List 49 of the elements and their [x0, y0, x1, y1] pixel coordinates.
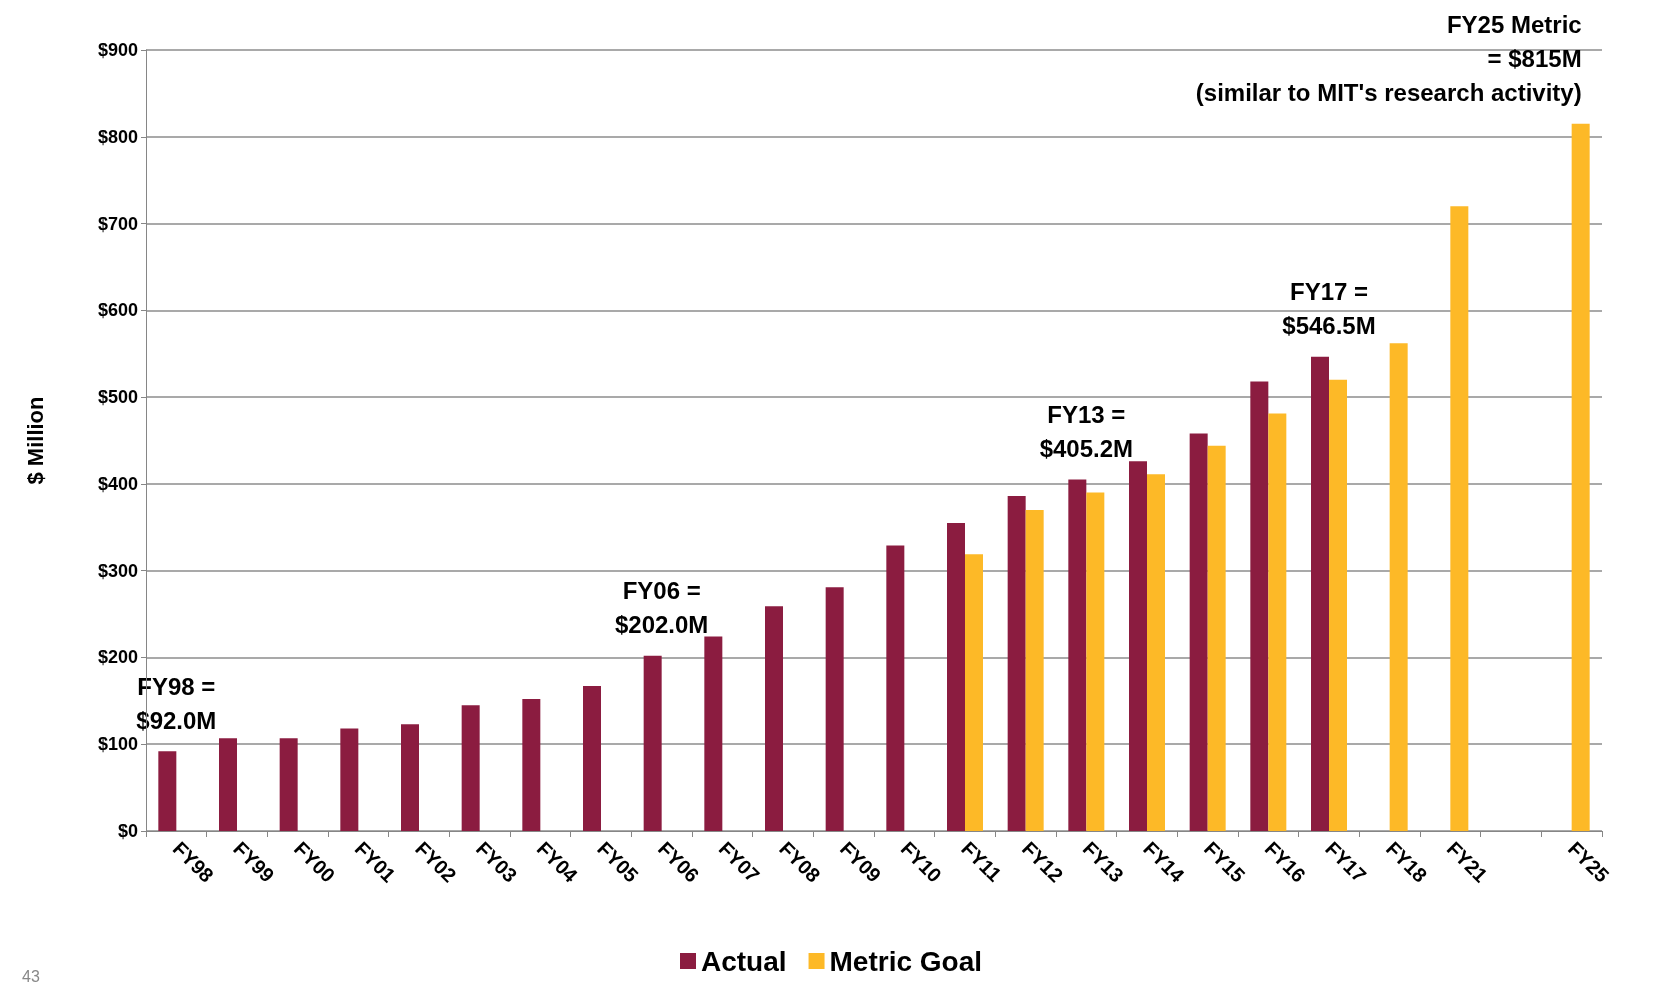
- bar: [583, 686, 601, 831]
- bar: [965, 554, 983, 831]
- bar: [765, 606, 783, 831]
- bar: [643, 655, 662, 831]
- bar: [1007, 496, 1026, 831]
- y-tick-label: $300: [97, 560, 138, 581]
- text: 43: [22, 967, 40, 985]
- bar: [522, 699, 541, 831]
- bar: [1389, 343, 1408, 831]
- bar: [158, 751, 177, 831]
- bar: [947, 522, 965, 831]
- bar: [1268, 413, 1287, 831]
- bar: [401, 724, 419, 831]
- bar: [1147, 474, 1165, 831]
- bar: [279, 738, 298, 831]
- y-tick-label: $900: [97, 40, 138, 60]
- bar: [340, 728, 359, 831]
- y-tick-label: $200: [97, 647, 138, 668]
- bar: [1025, 509, 1044, 831]
- annotation: FY06 = $202.0M: [614, 577, 709, 639]
- bar: [461, 705, 480, 831]
- bar: [1250, 381, 1269, 831]
- y-tick-label: $100: [97, 734, 138, 755]
- y-tick-label: $700: [97, 213, 138, 234]
- bar: [886, 545, 905, 831]
- bar: [1068, 479, 1087, 831]
- y-tick-label: $400: [97, 473, 138, 494]
- y-tick-label: $500: [97, 387, 138, 408]
- bar: [1207, 445, 1226, 831]
- y-tick-label: $800: [97, 126, 138, 147]
- y-tick-label: $0: [117, 821, 138, 841]
- legend-label: Metric Goal: [829, 945, 983, 977]
- bar: [1571, 123, 1590, 831]
- bar: [825, 587, 844, 831]
- y-tick-label: $600: [97, 300, 138, 321]
- annotation: FY13 = $405.2M: [1039, 400, 1134, 462]
- bar: [1086, 492, 1105, 831]
- legend-label: Actual: [700, 945, 787, 977]
- bar: [1329, 379, 1347, 831]
- bar: [1450, 206, 1469, 831]
- annotation: FY17 = $546.5M: [1282, 278, 1376, 340]
- y-axis-title: $ Million: [22, 396, 48, 485]
- bar: [1311, 356, 1329, 831]
- annotation: FY25 Metric = $815M (similar to MIT's research activity): [1195, 11, 1582, 107]
- bar: [219, 738, 237, 831]
- annotation: FY98 = $92.0M: [136, 672, 217, 734]
- bar: [1189, 433, 1208, 831]
- bar: [704, 636, 723, 831]
- bar: [1129, 461, 1147, 831]
